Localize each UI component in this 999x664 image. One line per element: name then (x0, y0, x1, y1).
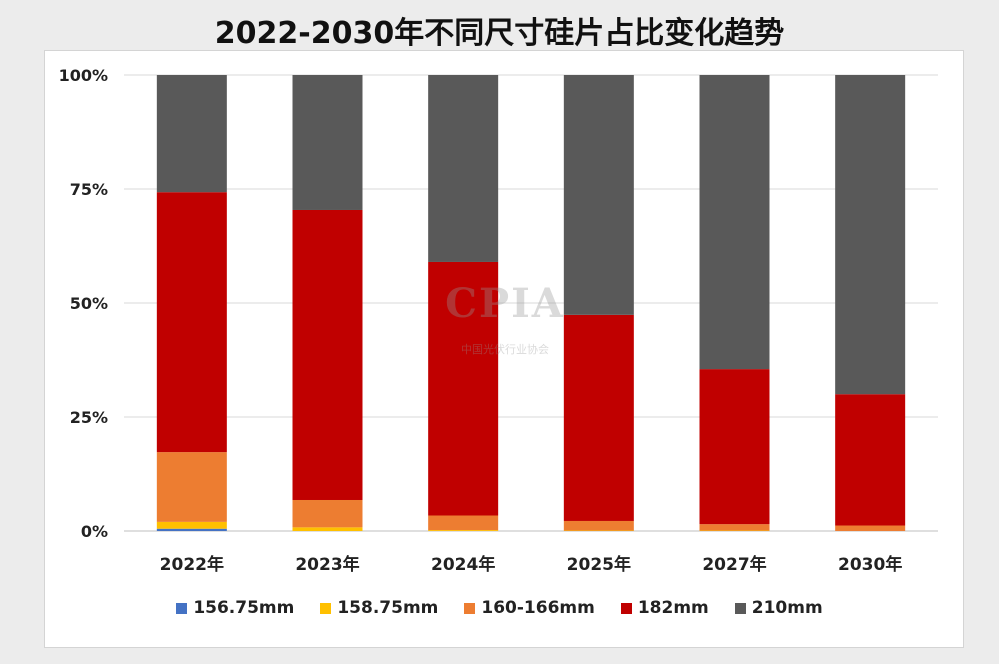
bar-segment-182mm (699, 369, 770, 525)
legend-item: 210mm (734, 598, 823, 618)
bar-segment-210mm (835, 75, 906, 395)
bar-segment-210mm (699, 75, 770, 370)
bar-segment-210mm (156, 75, 227, 193)
legend-label: 160-166mm (481, 598, 595, 618)
legend-swatch (176, 602, 188, 614)
legend-label: 158.75mm (337, 598, 439, 618)
legend-swatch (734, 602, 746, 614)
bar-segment-158.75mm (428, 530, 499, 531)
x-tick-label: 2030年 (838, 554, 902, 575)
legend-label: 210mm (751, 598, 823, 618)
stacked-bar-chart: 0% 25% 50% 75% 100% 2022年 2023年 2024年 2025年 2027年… (59, 66, 938, 575)
legend-item: 156.75mm (176, 598, 294, 618)
bar-segment-210mm (292, 75, 363, 210)
bar-segment-158.75mm (292, 527, 363, 531)
bar-segment-182mm (428, 261, 499, 516)
legend-swatch (620, 602, 632, 614)
x-tick-label: 2027年 (702, 554, 766, 575)
bar-segment-182mm (292, 209, 363, 500)
chart-title: 2022-2030年不同尺寸硅片占比变化趋势 (214, 16, 785, 51)
y-tick-label: 0% (81, 522, 108, 541)
bar-segment-160-166mm (156, 452, 227, 522)
y-tick-label: 25% (70, 408, 108, 427)
bar-segment-182mm (835, 394, 906, 526)
x-tick-label: 2023年 (295, 554, 359, 575)
y-tick-label: 50% (70, 294, 108, 313)
bar-segment-160-166mm (428, 515, 499, 531)
bar-segment-160-166mm (292, 499, 363, 528)
bar-segment-158.75mm (156, 521, 227, 529)
legend-swatch (320, 602, 332, 614)
x-tick-label: 2022年 (160, 554, 224, 575)
x-tick-label: 2025年 (567, 554, 631, 575)
y-tick-label: 100% (59, 66, 108, 85)
legend-item: 158.75mm (320, 598, 438, 618)
bar-segment-210mm (428, 75, 499, 262)
legend-swatch (464, 602, 476, 614)
legend-item: 160-166mm (464, 598, 595, 618)
bar-segment-182mm (156, 192, 227, 453)
legend-label: 156.75mm (193, 598, 295, 618)
bar-segment-160-166mm (563, 520, 634, 531)
chart-legend: 156.75mm 158.75mm 160-166mm 182mm 210mm (0, 598, 999, 618)
legend-label: 182mm (637, 598, 709, 618)
bar-segment-160-166mm (699, 524, 770, 531)
y-tick-label: 75% (70, 180, 108, 199)
legend-item: 182mm (620, 598, 709, 618)
bar-segment-156.75mm (156, 528, 227, 531)
bar-segment-160-166mm (835, 525, 906, 531)
bar-segment-210mm (563, 75, 634, 315)
x-tick-label: 2024年 (431, 554, 495, 575)
bar-segment-182mm (563, 314, 634, 521)
